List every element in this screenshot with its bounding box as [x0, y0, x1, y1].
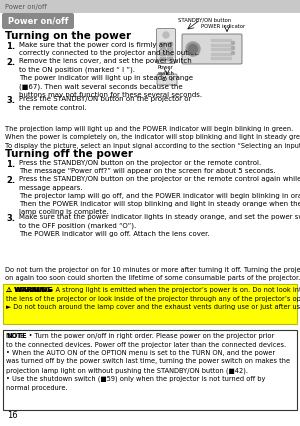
Text: Power on/off: Power on/off	[8, 17, 68, 26]
Bar	[160, 52, 165, 55]
Text: 1.: 1.	[6, 42, 15, 51]
Text: NOTE: NOTE	[6, 333, 27, 339]
Bar	[211, 57, 231, 59]
FancyBboxPatch shape	[2, 13, 74, 29]
Text: O  I: O I	[162, 77, 172, 82]
Text: The projection lamp will light up and the POWER indicator will begin blinking in: The projection lamp will light up and th…	[5, 126, 300, 149]
Bar	[167, 47, 172, 50]
Text: NOTE  • Turn the power on/off in right order. Please power on the projector prio: NOTE • Turn the power on/off in right or…	[6, 333, 290, 391]
Text: Power on/off: Power on/off	[5, 3, 47, 9]
Text: 2.: 2.	[6, 176, 15, 185]
Bar	[211, 43, 231, 46]
Bar	[167, 42, 172, 45]
Text: ⚠ WARNING ► A strong light is emitted when the projector’s power is on. Do not l: ⚠ WARNING ► A strong light is emitted wh…	[6, 287, 300, 310]
FancyBboxPatch shape	[157, 29, 175, 63]
FancyBboxPatch shape	[0, 0, 300, 13]
Text: Power
switch: Power switch	[158, 65, 175, 76]
Text: ⚠ WARNING: ⚠ WARNING	[6, 287, 51, 293]
Text: 16: 16	[7, 411, 18, 420]
FancyBboxPatch shape	[3, 284, 297, 324]
Bar	[167, 52, 172, 55]
Bar	[211, 48, 231, 50]
Circle shape	[163, 32, 169, 38]
Text: 1.: 1.	[6, 160, 15, 169]
Text: 2.: 2.	[6, 58, 15, 67]
Text: STANDBY/ON button: STANDBY/ON button	[178, 18, 232, 23]
Bar	[167, 57, 172, 60]
Bar	[160, 42, 165, 45]
Text: POWER indicator: POWER indicator	[201, 24, 245, 29]
FancyBboxPatch shape	[3, 330, 297, 410]
Circle shape	[232, 52, 235, 55]
Text: Press the STANDBY/ON button on the projector or the remote control.
The message : Press the STANDBY/ON button on the proje…	[19, 160, 276, 174]
FancyBboxPatch shape	[182, 34, 242, 64]
Bar	[211, 52, 231, 55]
Bar	[160, 57, 165, 60]
FancyBboxPatch shape	[157, 74, 177, 85]
Text: Remove the lens cover, and set the power switch
to the ON position (marked “ I ”: Remove the lens cover, and set the power…	[19, 58, 202, 98]
Circle shape	[186, 42, 200, 56]
Bar	[160, 47, 165, 50]
Text: Turning on the power: Turning on the power	[5, 31, 131, 41]
Text: Do not turn the projector on for 10 minutes or more after turning it off. Turnin: Do not turn the projector on for 10 minu…	[5, 267, 300, 281]
Text: Make sure that the power cord is firmly and
correctly connected to the projector: Make sure that the power cord is firmly …	[19, 42, 199, 56]
Circle shape	[232, 46, 235, 49]
Text: Turning off the power: Turning off the power	[5, 149, 133, 159]
Circle shape	[232, 41, 235, 44]
Text: 3.: 3.	[6, 96, 15, 105]
Bar	[211, 39, 231, 41]
Text: ⚠ WARNING: ⚠ WARNING	[6, 287, 53, 293]
Text: Make sure that the power indicator lights in steady orange, and set the power sw: Make sure that the power indicator light…	[19, 214, 300, 237]
Text: Press the STANDBY/ON button on the projector or the remote control again while t: Press the STANDBY/ON button on the proje…	[19, 176, 300, 216]
Text: Press the STANDBY/ON button on the projector or
the remote control.: Press the STANDBY/ON button on the proje…	[19, 96, 191, 111]
Circle shape	[188, 44, 197, 54]
Text: 3.: 3.	[6, 214, 15, 223]
